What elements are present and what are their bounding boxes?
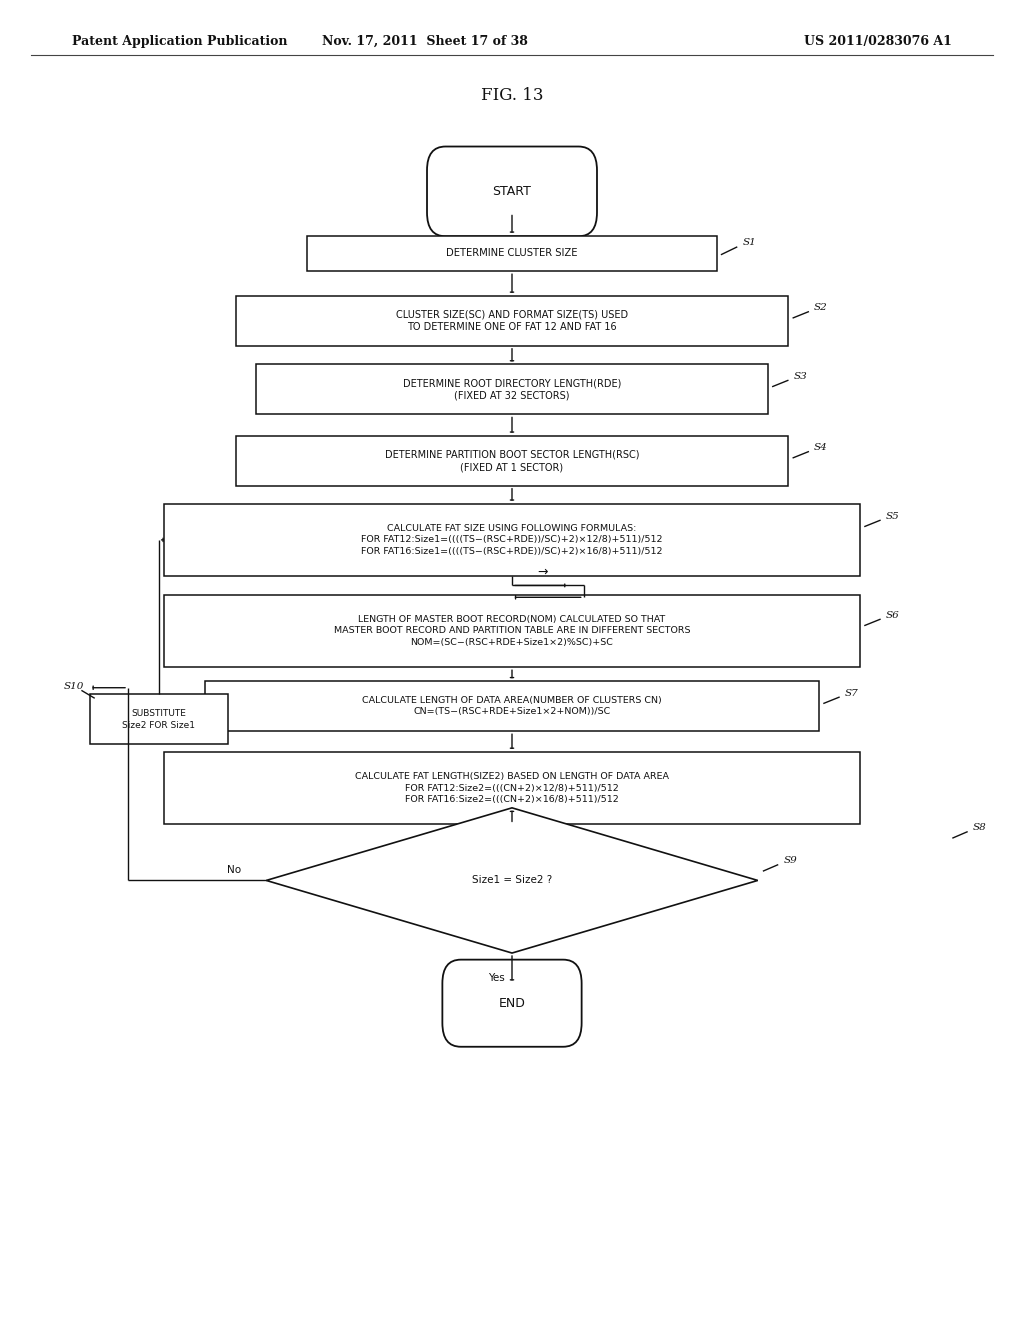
Text: S2: S2 (814, 304, 827, 312)
Text: LENGTH OF MASTER BOOT RECORD(NOM) CALCULATED SO THAT
MASTER BOOT RECORD AND PART: LENGTH OF MASTER BOOT RECORD(NOM) CALCUL… (334, 615, 690, 647)
Text: DETERMINE PARTITION BOOT SECTOR LENGTH(RSC)
(FIXED AT 1 SECTOR): DETERMINE PARTITION BOOT SECTOR LENGTH(R… (385, 449, 639, 473)
Text: S6: S6 (886, 611, 899, 619)
Text: END: END (499, 997, 525, 1010)
FancyBboxPatch shape (442, 960, 582, 1047)
Bar (164, 752, 860, 824)
Text: S9: S9 (783, 857, 797, 865)
Text: Size1 = Size2 ?: Size1 = Size2 ? (472, 875, 552, 886)
Bar (236, 436, 788, 486)
Bar (90, 694, 227, 744)
Text: S1: S1 (742, 239, 756, 247)
Bar (205, 681, 819, 731)
Text: CALCULATE LENGTH OF DATA AREA(NUMBER OF CLUSTERS CN)
CN=(TS−(RSC+RDE+Size1×2+NOM: CALCULATE LENGTH OF DATA AREA(NUMBER OF … (362, 696, 662, 717)
Text: →: → (538, 566, 548, 579)
Text: Nov. 17, 2011  Sheet 17 of 38: Nov. 17, 2011 Sheet 17 of 38 (322, 36, 528, 48)
Text: S3: S3 (794, 372, 807, 380)
Text: S4: S4 (814, 444, 827, 451)
Text: CLUSTER SIZE(SC) AND FORMAT SIZE(TS) USED
TO DETERMINE ONE OF FAT 12 AND FAT 16: CLUSTER SIZE(SC) AND FORMAT SIZE(TS) USE… (396, 309, 628, 333)
Text: S10: S10 (65, 682, 84, 690)
Text: CALCULATE FAT LENGTH(SIZE2) BASED ON LENGTH OF DATA AREA
FOR FAT12:Size2=(((CN+2: CALCULATE FAT LENGTH(SIZE2) BASED ON LEN… (355, 772, 669, 804)
Bar (236, 296, 788, 346)
Text: S7: S7 (845, 689, 858, 697)
Text: Yes: Yes (488, 973, 505, 983)
FancyBboxPatch shape (427, 147, 597, 236)
Text: No: No (226, 865, 241, 875)
Text: S5: S5 (886, 512, 899, 520)
Text: DETERMINE CLUSTER SIZE: DETERMINE CLUSTER SIZE (446, 248, 578, 259)
Text: US 2011/0283076 A1: US 2011/0283076 A1 (805, 36, 952, 48)
Text: DETERMINE ROOT DIRECTORY LENGTH(RDE)
(FIXED AT 32 SECTORS): DETERMINE ROOT DIRECTORY LENGTH(RDE) (FI… (402, 378, 622, 401)
Text: SUBSTITUTE
Size2 FOR Size1: SUBSTITUTE Size2 FOR Size1 (122, 709, 196, 730)
Bar (307, 235, 717, 271)
Text: Patent Application Publication: Patent Application Publication (72, 36, 287, 48)
Bar (164, 594, 860, 668)
Polygon shape (266, 808, 758, 953)
Text: FIG. 13: FIG. 13 (480, 87, 544, 103)
Bar (256, 364, 768, 414)
Text: START: START (493, 185, 531, 198)
Text: CALCULATE FAT SIZE USING FOLLOWING FORMULAS:
FOR FAT12:Size1=((((TS−(RSC+RDE))/S: CALCULATE FAT SIZE USING FOLLOWING FORMU… (361, 524, 663, 556)
Text: S8: S8 (973, 824, 986, 832)
Bar (164, 503, 860, 576)
